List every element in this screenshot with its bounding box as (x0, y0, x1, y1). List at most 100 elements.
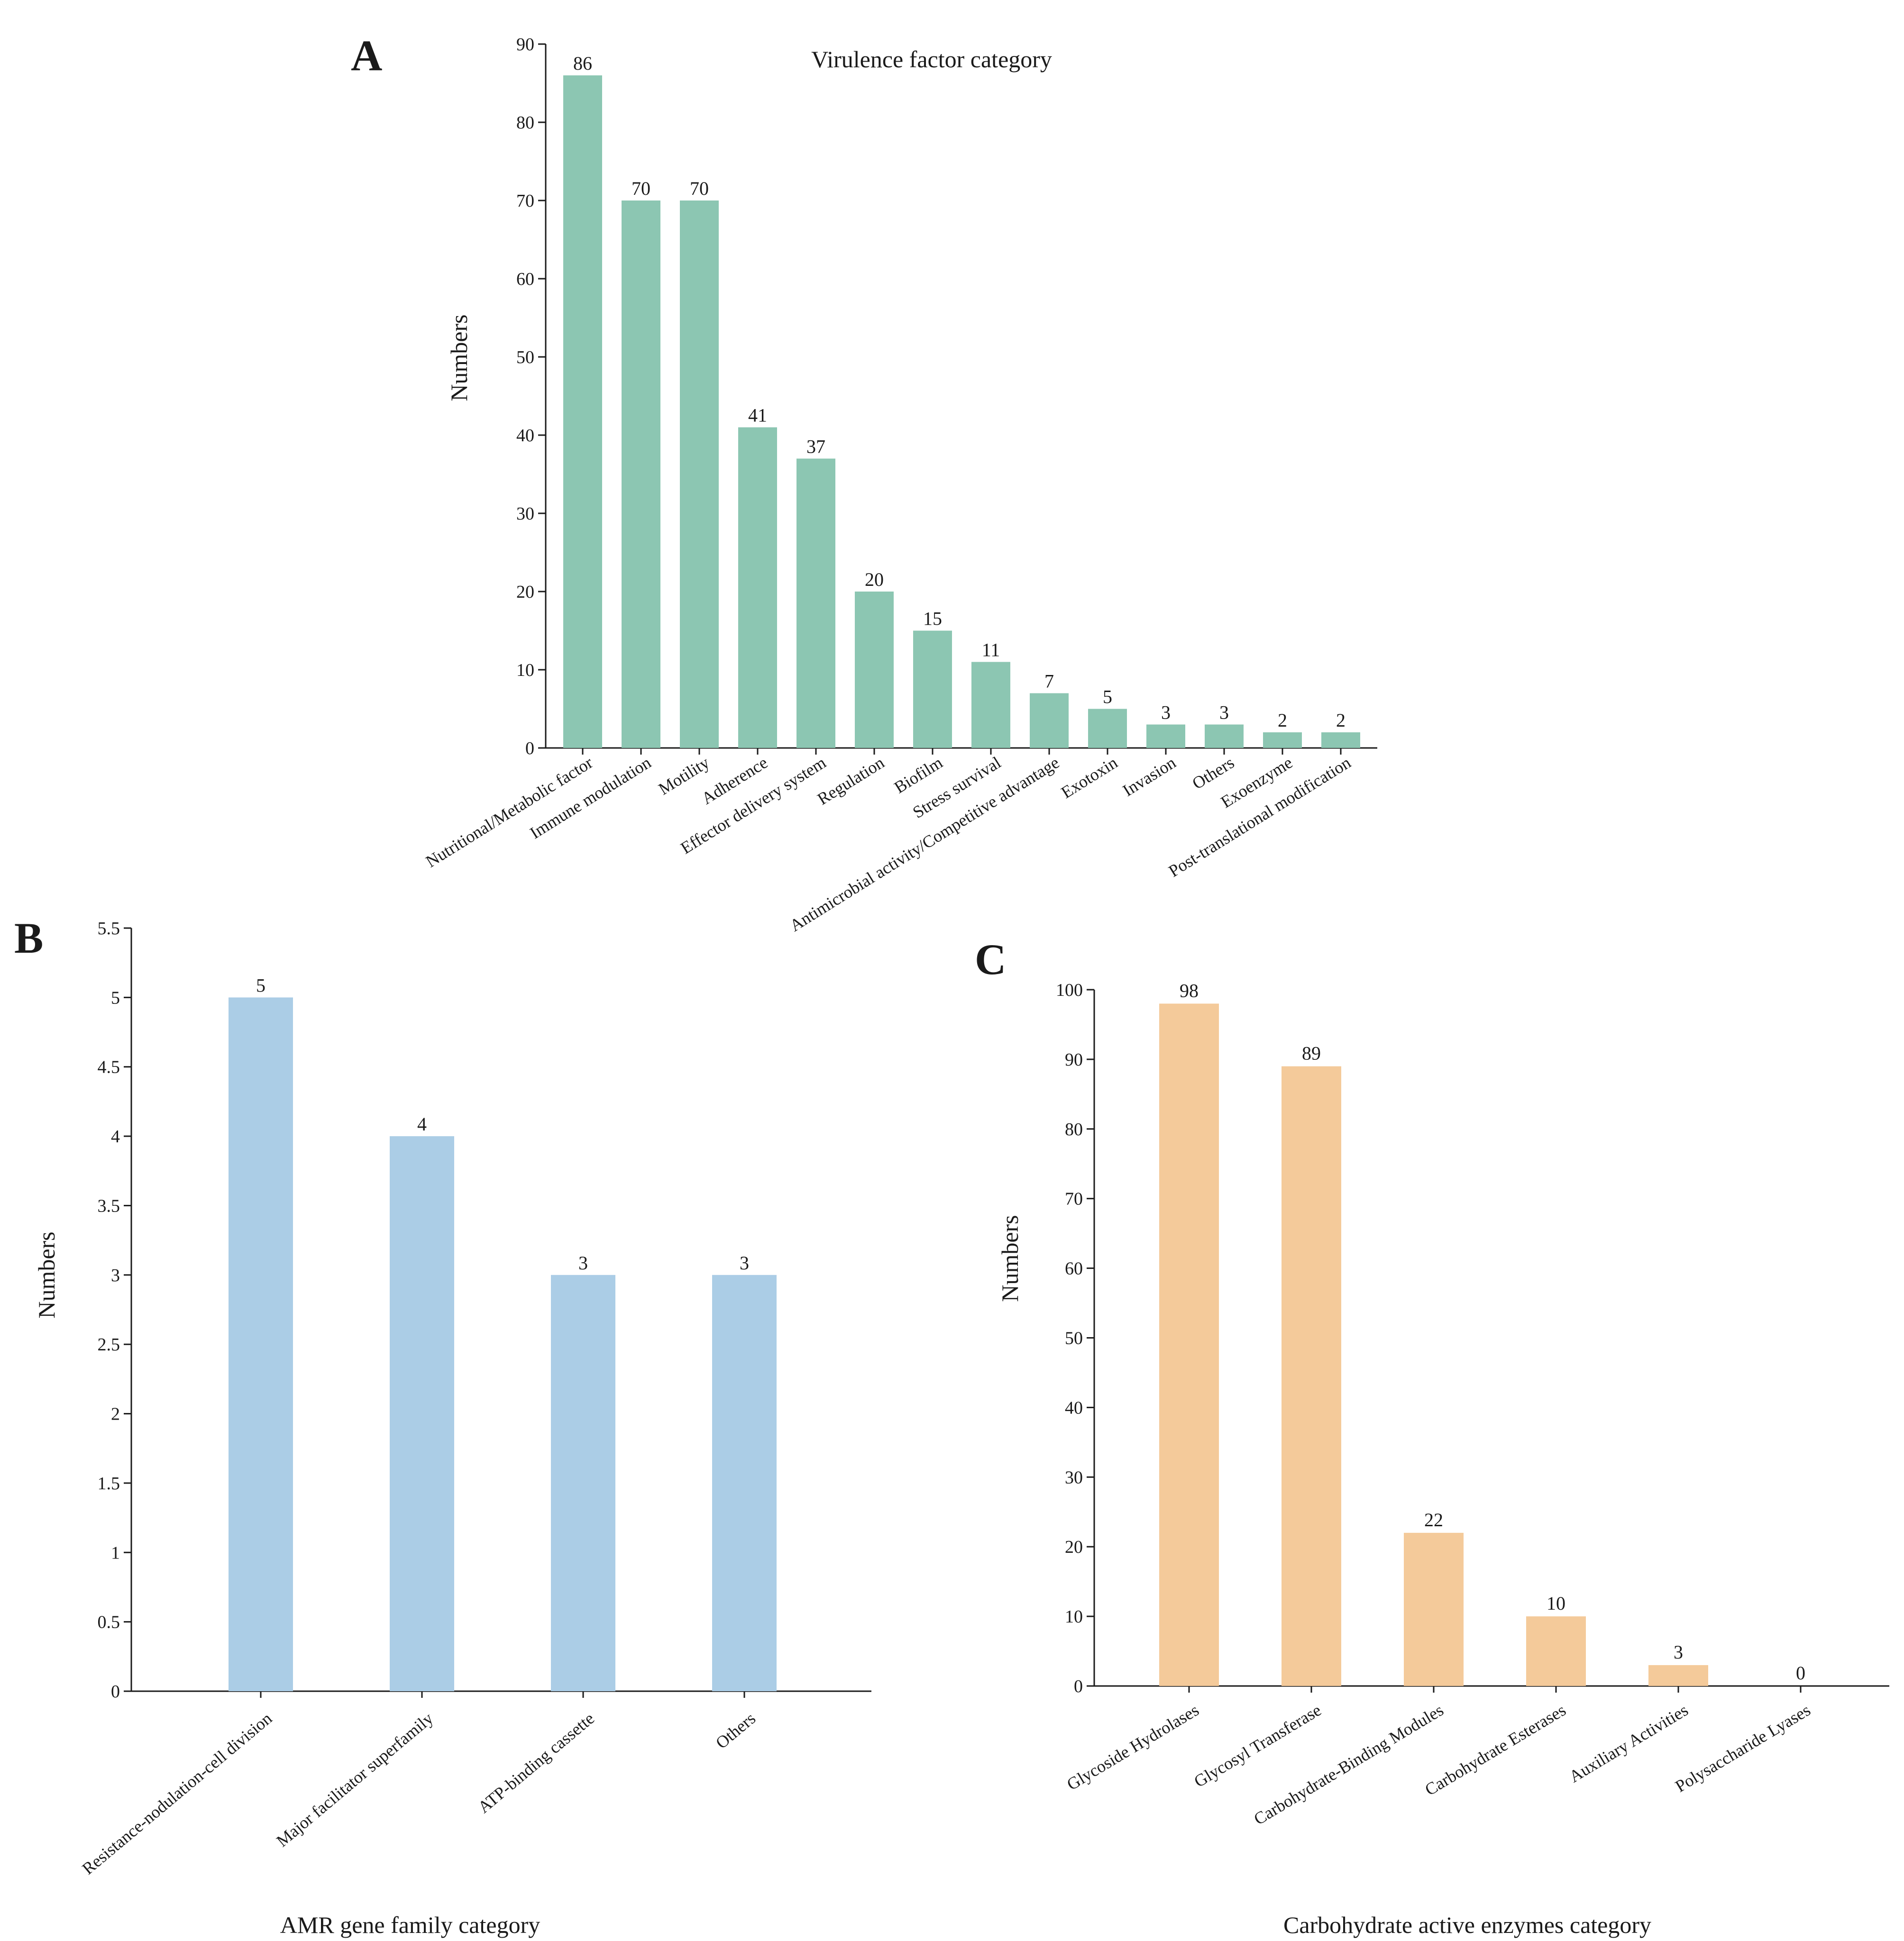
y-tick-label: 80 (516, 113, 534, 133)
panel-c-bars (1159, 1003, 1708, 1686)
bar-value-label: 22 (1424, 1509, 1443, 1531)
bar-value-label: 3 (578, 1252, 588, 1274)
panel-b-value-labels: 5 4 3 3 (256, 975, 749, 1273)
bar (1146, 724, 1185, 748)
y-tick-label: 4 (111, 1127, 120, 1147)
bar (390, 1136, 454, 1691)
bar (1321, 732, 1360, 748)
panel-a: A Virulence factor category Numbers 0 10 2… (351, 31, 1377, 935)
y-tick-label: 90 (516, 35, 534, 55)
bar-value-label: 70 (690, 178, 709, 199)
y-tick-label: 2.5 (98, 1335, 120, 1355)
y-tick-label: 4.5 (98, 1057, 120, 1077)
y-tick-label: 0 (525, 738, 534, 758)
y-tick-label: 1 (111, 1543, 120, 1563)
y-tick-label: 70 (516, 191, 534, 211)
bar-value-label: 3 (1161, 702, 1171, 723)
bar (1088, 709, 1127, 748)
panel-c-x-ticks (1188, 1686, 1802, 1693)
panel-b: B Numbers 00.511.522.533.544.555.5 543 3 … (14, 914, 871, 1938)
bar-value-label: 70 (632, 178, 650, 199)
y-tick-label: 90 (1065, 1050, 1083, 1070)
bar (855, 592, 894, 748)
bar (971, 662, 1010, 748)
panel-a-bars (563, 75, 1360, 748)
bar-value-label: 7 (1044, 671, 1054, 692)
bar-value-label: 10 (1547, 1593, 1565, 1614)
y-tick-label: 3 (111, 1266, 120, 1285)
bar-value-label: 3 (1674, 1641, 1683, 1663)
category-label: Exotoxin (1058, 753, 1121, 802)
category-label: Polysaccharide Lyases (1672, 1700, 1813, 1796)
y-tick-label: 50 (1065, 1329, 1083, 1349)
y-tick-label: 0.5 (98, 1613, 120, 1632)
y-tick-label: 40 (1065, 1398, 1083, 1418)
category-label: Regulation (814, 753, 888, 809)
y-tick-label: 5.5 (98, 919, 120, 939)
category-label: Glycosyl Transferase (1191, 1700, 1325, 1791)
y-tick-label: 50 (516, 347, 534, 367)
y-tick-label: 10 (516, 660, 534, 680)
bar (622, 200, 660, 748)
bar (796, 458, 835, 748)
bar (551, 1275, 615, 1691)
panel-c-letter: C (975, 935, 1006, 984)
bar-value-label: 5 (256, 975, 265, 996)
category-label: Others (712, 1709, 759, 1752)
panel-a-y-ticks: 0 10 20 30 40 50 60 70 80 90 (516, 35, 546, 758)
bar (563, 75, 602, 748)
category-label: Glycoside Hydrolases (1063, 1700, 1202, 1794)
y-tick-label: 70 (1065, 1189, 1083, 1209)
y-tick-label: 10 (1065, 1607, 1083, 1627)
panel-a-letter: A (351, 31, 382, 80)
category-label: ATP-binding cassette (474, 1709, 598, 1817)
bar (913, 630, 952, 748)
panel-c-value-labels: 98 89 22 10 3 0 (1180, 980, 1805, 1684)
category-label: Others (1189, 753, 1238, 793)
category-label: Auxiliary Activities (1566, 1700, 1692, 1786)
panel-a-x-ticks (582, 748, 1342, 755)
y-tick-label: 0 (111, 1682, 120, 1702)
bar-value-label: 86 (573, 53, 592, 74)
bar (1648, 1665, 1708, 1686)
panel-b-letter: B (14, 914, 43, 962)
y-tick-label: 40 (516, 426, 534, 446)
y-tick-label: 60 (516, 269, 534, 289)
bar (1159, 1003, 1219, 1686)
y-tick-label: 5 (111, 988, 120, 1008)
y-tick-label: 100 (1056, 980, 1083, 1000)
bar-value-label: 3 (1219, 702, 1229, 723)
bar-value-label: 3 (740, 1252, 749, 1274)
panel-b-bars (229, 997, 777, 1691)
bar-value-label: 37 (806, 436, 825, 457)
panel-b-category-labels: Resistance-nodulation-cell divisionMajor… (79, 1709, 760, 1878)
bar (1404, 1532, 1464, 1686)
bar (1205, 724, 1244, 748)
panel-c-y-axis-title: Numbers (997, 1215, 1023, 1302)
bar (680, 200, 719, 748)
y-tick-label: 60 (1065, 1259, 1083, 1279)
bar (712, 1275, 777, 1691)
panel-b-y-axis-title: Numbers (33, 1231, 60, 1318)
y-tick-label: 1.5 (98, 1474, 120, 1494)
y-tick-label: 2 (111, 1404, 120, 1424)
bar (229, 997, 293, 1691)
y-tick-label: 30 (1065, 1467, 1083, 1487)
panel-b-x-ticks (260, 1691, 745, 1698)
y-tick-label: 20 (516, 582, 534, 602)
y-tick-label: 30 (516, 504, 534, 524)
y-tick-label: 80 (1065, 1120, 1083, 1139)
bar-value-label: 0 (1796, 1662, 1805, 1684)
panel-a-value-labels: 86 70 70 41 37 20 15 11 7 5 3 3 2 2 (573, 53, 1346, 731)
y-tick-label: 20 (1065, 1537, 1083, 1557)
panel-a-title: Virulence factor category (811, 46, 1052, 73)
bar-value-label: 2 (1278, 710, 1287, 731)
bar (738, 427, 777, 748)
category-label: Major facilitator superfamily (273, 1709, 437, 1850)
category-label: Resistance-nodulation-cell division (79, 1709, 276, 1878)
bar-value-label: 89 (1302, 1043, 1321, 1064)
bar (1263, 732, 1302, 748)
